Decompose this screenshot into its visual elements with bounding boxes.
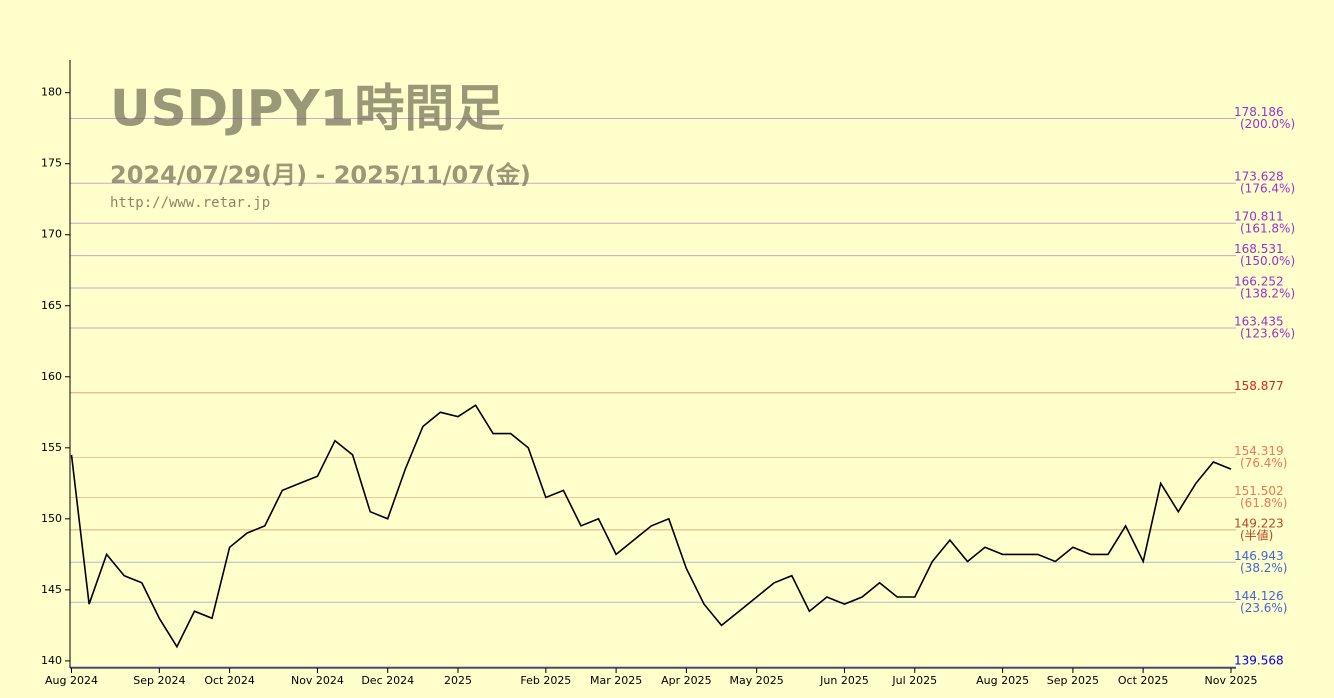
x-tick-label: Oct 2025 xyxy=(1118,674,1169,687)
x-tick-label: Sep 2025 xyxy=(1047,674,1099,687)
y-tick-label: 170 xyxy=(41,228,62,241)
x-tick-label: Sep 2024 xyxy=(133,674,185,687)
y-tick-label: 140 xyxy=(41,654,62,667)
level-pct: (161.8%) xyxy=(1240,222,1295,236)
level-pct: (176.4%) xyxy=(1240,182,1295,196)
x-tick-label: Dec 2024 xyxy=(361,674,414,687)
level-label: 149.223 xyxy=(1234,516,1284,530)
chart-title: USDJPY1時間足 xyxy=(110,80,504,138)
y-tick-label: 155 xyxy=(41,441,62,454)
y-tick-label: 175 xyxy=(41,157,62,170)
x-tick-label: Feb 2025 xyxy=(520,674,571,687)
level-label: 166.252 xyxy=(1234,274,1284,288)
x-tick-label: Mar 2025 xyxy=(590,674,642,687)
level-label: 168.531 xyxy=(1234,242,1284,256)
x-tick-label: Jul 2025 xyxy=(891,674,937,687)
y-tick-label: 165 xyxy=(41,299,62,312)
x-tick-label: Oct 2024 xyxy=(204,674,255,687)
level-pct: (200.0%) xyxy=(1240,117,1295,131)
level-pct: (38.2%) xyxy=(1240,561,1287,575)
chart-subtitle: 2024/07/29(月) - 2025/11/07(金) xyxy=(110,161,531,189)
level-label: 163.435 xyxy=(1234,314,1284,328)
level-label: 173.628 xyxy=(1234,170,1284,184)
x-tick-label: Nov 2024 xyxy=(291,674,344,687)
x-tick-label: 2025 xyxy=(444,674,472,687)
y-tick-label: 160 xyxy=(41,370,62,383)
x-tick-label: May 2025 xyxy=(730,674,784,687)
level-pct: (23.6%) xyxy=(1240,601,1287,615)
level-label: 151.502 xyxy=(1234,484,1284,498)
level-label: 158.877 xyxy=(1234,379,1284,393)
level-pct: (76.4%) xyxy=(1240,456,1287,470)
source: http://www.retar.jp xyxy=(110,195,270,211)
y-tick-label: 150 xyxy=(41,512,62,525)
price-line xyxy=(70,404,1232,649)
x-tick-label: Aug 2025 xyxy=(976,674,1029,687)
level-pct: (半値) xyxy=(1240,527,1273,542)
level-label: 170.811 xyxy=(1234,210,1284,224)
level-pct: (61.8%) xyxy=(1240,496,1287,510)
y-tick-label: 145 xyxy=(41,583,62,596)
level-pct: (150.0%) xyxy=(1240,254,1295,268)
x-tick-label: Nov 2025 xyxy=(1205,674,1258,687)
level-pct: (123.6%) xyxy=(1240,326,1295,340)
x-tick-label: Apr 2025 xyxy=(661,674,712,687)
level-label: 144.126 xyxy=(1234,589,1284,603)
level-pct: (138.2%) xyxy=(1240,286,1295,300)
level-label: 154.319 xyxy=(1234,444,1284,458)
level-label: 146.943 xyxy=(1234,549,1284,563)
y-tick-label: 180 xyxy=(41,86,62,99)
x-tick-label: Jun 2025 xyxy=(819,674,869,687)
level-label: 178.186 xyxy=(1234,105,1284,119)
x-tick-label: Aug 2024 xyxy=(45,674,98,687)
level-label: 139.568 xyxy=(1234,654,1284,668)
